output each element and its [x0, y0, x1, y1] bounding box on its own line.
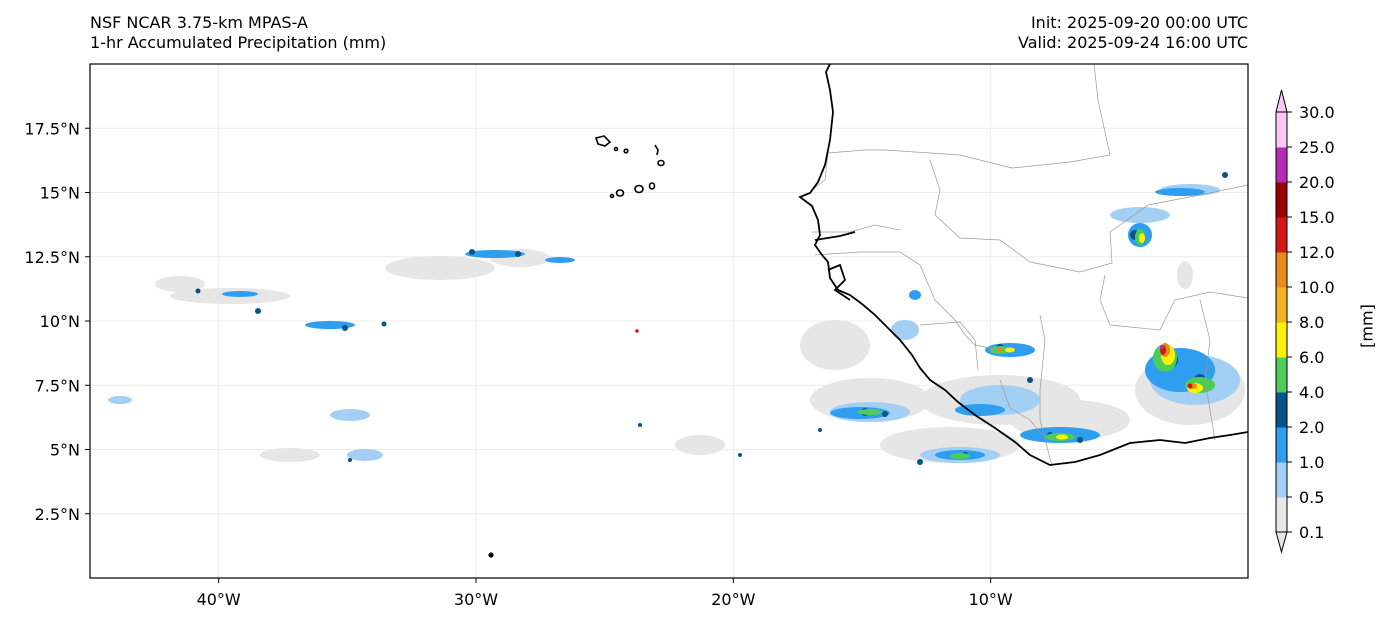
colorbar-level-label: 30.0: [1299, 103, 1335, 122]
colorbar-swatch: [1276, 147, 1287, 183]
chart-title-right: Init: 2025-09-20 00:00 UTC Valid: 2025-0…: [1018, 13, 1248, 53]
lon-tick-label: 20°W: [711, 590, 755, 609]
lat-tick-label: 12.5°N: [24, 248, 80, 267]
lon-tick-label: 30°W: [454, 590, 498, 609]
lon-tick-label: 10°W: [969, 590, 1013, 609]
coastline: [798, 64, 1248, 466]
colorbar-level-label: 1.0: [1299, 453, 1324, 472]
colorbar: 0.1 0.5 1.0 2.0 4.0 6.0 8.0 10.0 12.0 15.0 20.0 25.…: [1275, 89, 1335, 554]
colorbar-level-label: 0.1: [1299, 523, 1324, 542]
svg-text:[mm]: [mm]: [1358, 304, 1377, 348]
colorbar-swatch: [1276, 497, 1287, 533]
colorbar-swatch: [1276, 357, 1287, 393]
colorbar-level-label: 10.0: [1299, 278, 1335, 297]
lat-tick-label: 5°N: [50, 441, 80, 460]
colorbar-extend-min: [1275, 531, 1288, 554]
colorbar-swatch: [1276, 217, 1287, 253]
valid-time: Valid: 2025-09-24 16:00 UTC: [1017, 33, 1248, 52]
colorbar-swatch: [1276, 182, 1287, 218]
colorbar-level-label: 0.5: [1299, 488, 1324, 507]
lat-tick-label: 10°N: [40, 312, 80, 331]
colorbar-unit-label: [mm]: [1348, 296, 1384, 356]
colorbar-level-label: 20.0: [1299, 173, 1335, 192]
lon-tick-label: 40°W: [197, 590, 241, 609]
lat-tick-label: 7.5°N: [35, 376, 80, 395]
colorbar-level-label: 12.0: [1299, 243, 1335, 262]
cape-verde-islands: [488, 135, 665, 558]
chart-title-left: NSF NCAR 3.75-km MPAS-A 1-hr Accumulated…: [90, 13, 386, 53]
graticule: [90, 64, 1248, 578]
colorbar-swatch: [1276, 322, 1287, 358]
colorbar-swatch: [1276, 287, 1287, 323]
colorbar-level-label: 8.0: [1299, 313, 1324, 332]
field-name: 1-hr Accumulated Precipitation (mm): [90, 33, 387, 52]
colorbar-extend-max: [1275, 89, 1288, 113]
precipitation-field: [108, 172, 1245, 465]
colorbar-level-label: 2.0: [1299, 418, 1324, 437]
colorbar-swatch: [1276, 462, 1287, 498]
colorbar-swatch: [1276, 112, 1287, 148]
colorbar-swatch: [1276, 252, 1287, 288]
model-name: NSF NCAR 3.75-km MPAS-A: [90, 13, 308, 32]
init-time: Init: 2025-09-20 00:00 UTC: [1030, 13, 1248, 32]
lat-tick-label: 17.5°N: [24, 119, 80, 138]
colorbar-level-label: 15.0: [1299, 208, 1335, 227]
country-borders: [811, 64, 1248, 467]
lat-tick-label: 2.5°N: [35, 505, 80, 524]
colorbar-level-label: 25.0: [1299, 138, 1335, 157]
lat-tick-label: 15°N: [40, 184, 80, 203]
colorbar-swatch: [1276, 392, 1287, 428]
colorbar-level-label: 6.0: [1299, 348, 1324, 367]
colorbar-swatch: [1276, 427, 1287, 463]
colorbar-level-label: 4.0: [1299, 383, 1324, 402]
